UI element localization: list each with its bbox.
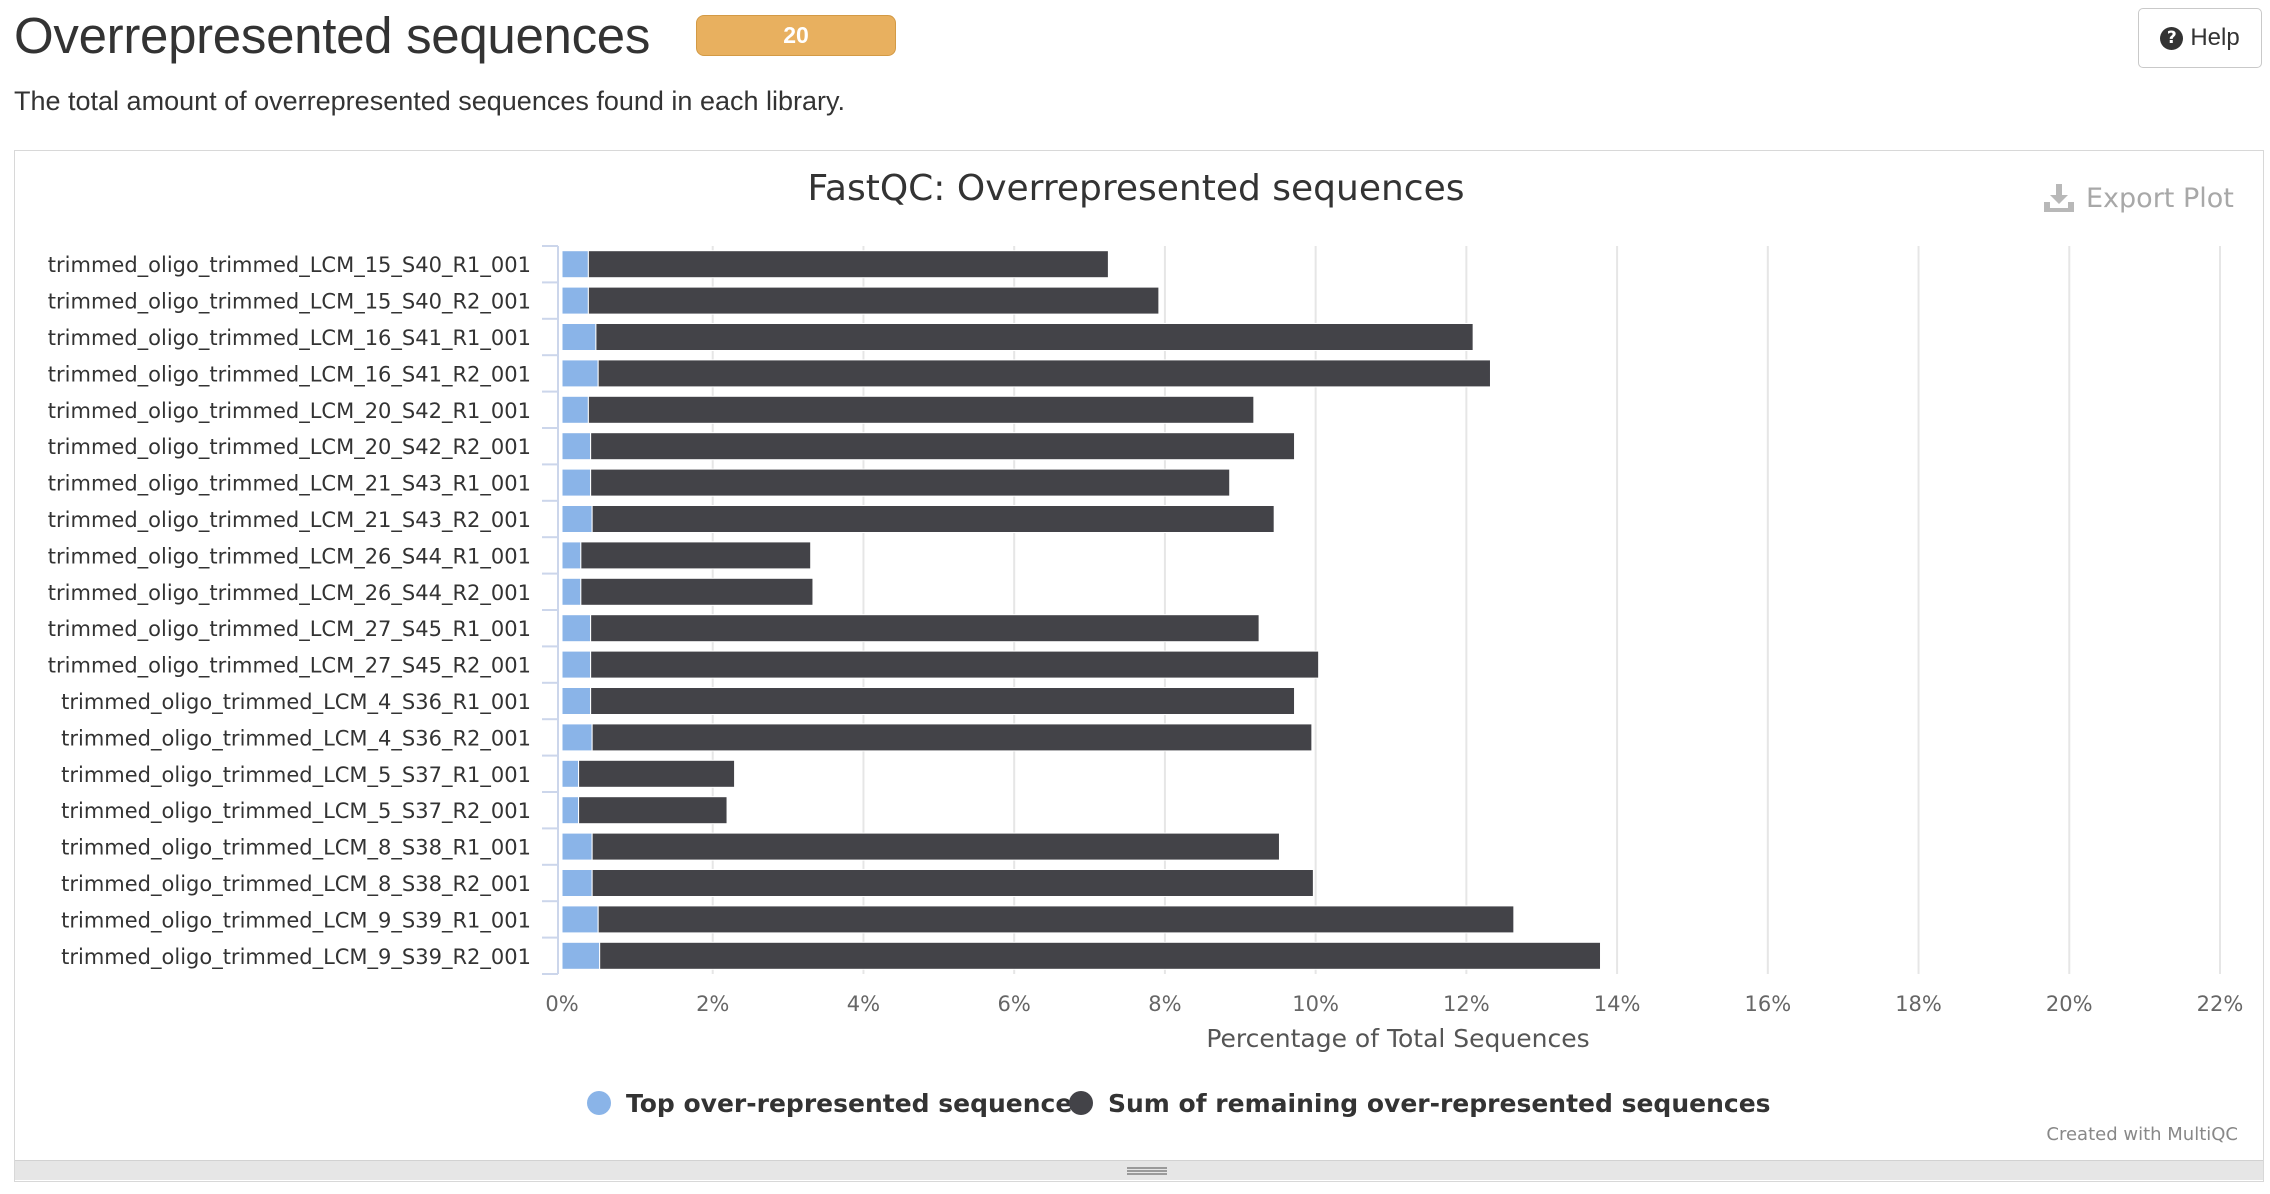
bar-top-sequence[interactable] bbox=[561, 323, 597, 351]
bar-remaining-sequences[interactable] bbox=[591, 723, 1313, 752]
x-tick-label: 2% bbox=[696, 992, 729, 1016]
y-category-label: trimmed_oligo_trimmed_LCM_8_S38_R1_001 bbox=[61, 836, 531, 861]
y-category-label: trimmed_oligo_trimmed_LCM_21_S43_R1_001 bbox=[48, 472, 531, 497]
y-category-label: trimmed_oligo_trimmed_LCM_9_S39_R2_001 bbox=[61, 945, 531, 970]
x-tick-label: 14% bbox=[1594, 992, 1641, 1016]
bar-remaining-sequences[interactable] bbox=[590, 687, 1296, 715]
legend-label: Sum of remaining over-represented sequen… bbox=[1108, 1089, 1771, 1118]
bar-remaining-sequences[interactable] bbox=[587, 286, 1160, 315]
y-category-label: trimmed_oligo_trimmed_LCM_5_S37_R2_001 bbox=[61, 799, 531, 824]
bar-top-sequence[interactable] bbox=[561, 359, 599, 388]
x-tick-label: 0% bbox=[545, 992, 578, 1016]
y-category-label: trimmed_oligo_trimmed_LCM_20_S42_R2_001 bbox=[48, 435, 531, 460]
export-plot-button[interactable]: Export Plot bbox=[2042, 178, 2234, 218]
bar-top-sequence[interactable] bbox=[561, 286, 589, 315]
bar-top-sequence[interactable] bbox=[561, 250, 589, 279]
y-category-label: trimmed_oligo_trimmed_LCM_26_S44_R2_001 bbox=[48, 581, 531, 606]
bar-remaining-sequences[interactable] bbox=[599, 941, 1602, 970]
y-category-label: trimmed_oligo_trimmed_LCM_4_S36_R1_001 bbox=[61, 690, 531, 715]
bar-top-sequence[interactable] bbox=[561, 614, 592, 643]
section-description: The total amount of overrepresented sequ… bbox=[14, 86, 846, 116]
bar-remaining-sequences[interactable] bbox=[578, 796, 728, 825]
bar-remaining-sequences[interactable] bbox=[591, 869, 1314, 897]
y-category-label: trimmed_oligo_trimmed_LCM_9_S39_R1_001 bbox=[61, 908, 531, 933]
y-category-label: trimmed_oligo_trimmed_LCM_27_S45_R1_001 bbox=[48, 617, 531, 642]
bar-remaining-sequences[interactable] bbox=[580, 577, 814, 606]
help-label: Help bbox=[2190, 24, 2240, 51]
x-tick-label: 10% bbox=[1292, 992, 1339, 1016]
resize-grip-icon bbox=[1127, 1167, 1167, 1175]
bar-top-sequence[interactable] bbox=[561, 796, 580, 825]
bar-remaining-sequences[interactable] bbox=[590, 650, 1320, 679]
bar-remaining-sequences[interactable] bbox=[591, 505, 1275, 533]
legend-marker bbox=[1069, 1091, 1093, 1115]
bar-top-sequence[interactable] bbox=[561, 468, 592, 497]
multiqc-credit-link[interactable]: Created with MultiQC bbox=[2046, 1124, 2238, 1145]
page-title: Overrepresented sequences bbox=[14, 7, 651, 64]
y-category-label: trimmed_oligo_trimmed_LCM_15_S40_R2_001 bbox=[48, 290, 531, 315]
bar-remaining-sequences[interactable] bbox=[590, 614, 1260, 643]
x-tick-label: 8% bbox=[1148, 992, 1181, 1016]
legend-item-remaining-sequences[interactable]: Sum of remaining over-represented sequen… bbox=[1069, 1089, 1771, 1118]
bar-top-sequence[interactable] bbox=[561, 650, 592, 679]
bar-remaining-sequences[interactable] bbox=[587, 395, 1255, 424]
y-category-label: trimmed_oligo_trimmed_LCM_20_S42_R1_001 bbox=[48, 399, 531, 424]
bar-remaining-sequences[interactable] bbox=[595, 323, 1474, 351]
x-tick-label: 6% bbox=[998, 992, 1031, 1016]
bar-top-sequence[interactable] bbox=[561, 905, 599, 934]
bar-remaining-sequences[interactable] bbox=[580, 541, 812, 570]
bar-top-sequence[interactable] bbox=[561, 577, 582, 606]
y-category-label: trimmed_oligo_trimmed_LCM_27_S45_R2_001 bbox=[48, 654, 531, 679]
y-category-label: trimmed_oligo_trimmed_LCM_5_S37_R1_001 bbox=[61, 763, 531, 788]
help-button[interactable]: ? Help bbox=[2138, 8, 2262, 68]
question-circle-icon: ? bbox=[2160, 26, 2184, 50]
x-axis-label: Percentage of Total Sequences bbox=[1206, 1024, 1589, 1053]
bar-top-sequence[interactable] bbox=[561, 541, 582, 570]
legend-item-top-sequence[interactable]: Top over-represented sequence bbox=[587, 1089, 1072, 1118]
bar-top-sequence[interactable] bbox=[561, 759, 580, 788]
legend-marker bbox=[587, 1091, 611, 1115]
y-category-label: trimmed_oligo_trimmed_LCM_8_S38_R2_001 bbox=[61, 872, 531, 897]
bar-remaining-sequences[interactable] bbox=[590, 468, 1231, 497]
y-category-label: trimmed_oligo_trimmed_LCM_26_S44_R1_001 bbox=[48, 544, 531, 569]
x-tick-label: 18% bbox=[1895, 992, 1942, 1016]
x-tick-label: 12% bbox=[1443, 992, 1490, 1016]
x-tick-label: 16% bbox=[1744, 992, 1791, 1016]
bar-remaining-sequences[interactable] bbox=[578, 759, 736, 788]
bar-remaining-sequences[interactable] bbox=[597, 359, 1491, 388]
bar-top-sequence[interactable] bbox=[561, 941, 601, 970]
bar-top-sequence[interactable] bbox=[561, 687, 592, 715]
chart-legend: Top over-represented sequence Sum of rem… bbox=[587, 1089, 1771, 1118]
bar-remaining-sequences[interactable] bbox=[597, 905, 1515, 934]
bar-top-sequence[interactable] bbox=[561, 432, 592, 461]
x-tick-label: 4% bbox=[847, 992, 880, 1016]
x-tick-label: 20% bbox=[2046, 992, 2093, 1016]
bar-top-sequence[interactable] bbox=[561, 395, 589, 424]
y-category-label: trimmed_oligo_trimmed_LCM_15_S40_R1_001 bbox=[48, 253, 531, 278]
bar-top-sequence[interactable] bbox=[561, 869, 593, 897]
bar-top-sequence[interactable] bbox=[561, 505, 593, 533]
y-category-label: trimmed_oligo_trimmed_LCM_21_S43_R2_001 bbox=[48, 508, 531, 533]
sample-count-badge: 20 bbox=[696, 15, 896, 56]
bar-remaining-sequences[interactable] bbox=[591, 832, 1280, 861]
bar-top-sequence[interactable] bbox=[561, 723, 593, 752]
bar-remaining-sequences[interactable] bbox=[590, 432, 1296, 461]
chart-title: FastQC: Overrepresented sequences bbox=[807, 168, 1464, 209]
y-category-label: trimmed_oligo_trimmed_LCM_16_S41_R2_001 bbox=[48, 362, 531, 387]
download-icon bbox=[2044, 184, 2074, 212]
plot-resize-handle[interactable] bbox=[15, 1160, 2263, 1180]
bar-top-sequence[interactable] bbox=[561, 832, 593, 861]
bar-remaining-sequences[interactable] bbox=[587, 250, 1109, 279]
y-category-label: trimmed_oligo_trimmed_LCM_4_S36_R2_001 bbox=[61, 726, 531, 751]
export-plot-label: Export Plot bbox=[2086, 182, 2234, 214]
legend-label: Top over-represented sequence bbox=[626, 1089, 1072, 1118]
x-tick-label: 22% bbox=[2197, 992, 2244, 1016]
y-category-label: trimmed_oligo_trimmed_LCM_16_S41_R1_001 bbox=[48, 326, 531, 351]
